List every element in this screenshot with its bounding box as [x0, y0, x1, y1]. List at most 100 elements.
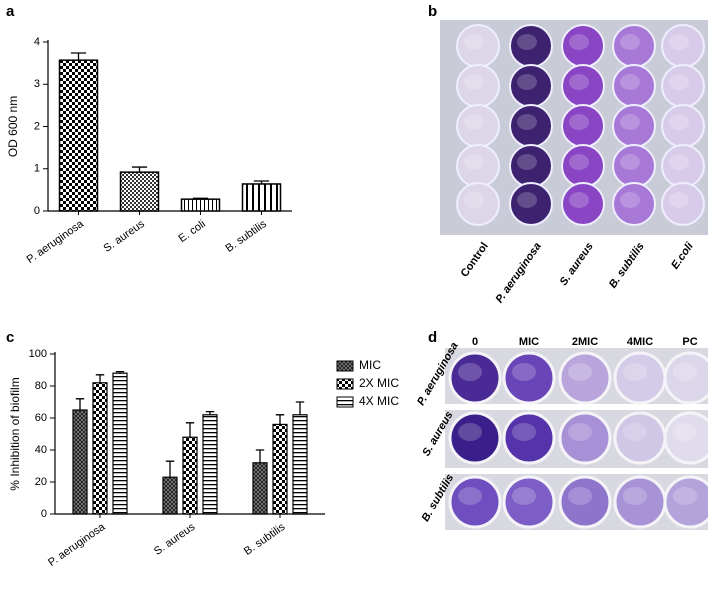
well-highlight — [517, 114, 537, 130]
well-highlight — [669, 34, 689, 50]
well — [502, 411, 556, 465]
photo-label: Control — [459, 241, 491, 280]
well-highlight — [464, 74, 484, 90]
well-highlight — [517, 154, 537, 170]
error-bar — [75, 398, 85, 410]
well-highlight — [669, 154, 689, 170]
well-highlight — [569, 74, 589, 90]
well-highlight — [620, 74, 640, 90]
photo-label: P. aeruginosa — [493, 241, 543, 306]
well-highlight — [673, 423, 697, 441]
legend-label: 4X MIC — [359, 394, 399, 408]
well-highlight — [669, 192, 689, 208]
well-highlight — [464, 114, 484, 130]
well — [561, 182, 605, 226]
well-highlight — [569, 154, 589, 170]
bar — [252, 462, 268, 515]
legend-label: MIC — [359, 358, 381, 372]
error-bar — [185, 422, 195, 438]
well-highlight — [569, 114, 589, 130]
legend-swatch — [336, 396, 354, 408]
well-highlight — [568, 363, 592, 381]
y-axis-label: % Inhibition of biofilm — [8, 377, 22, 490]
well-highlight — [464, 34, 484, 50]
panel-letter: c — [6, 329, 14, 346]
well — [663, 475, 708, 529]
error-bar — [295, 401, 305, 415]
photo-label: B. subtilis — [607, 241, 647, 291]
well — [448, 351, 502, 405]
well-highlight — [568, 423, 592, 441]
photo-column-label: PC — [682, 336, 697, 348]
well-highlight — [517, 74, 537, 90]
y-axis-label: OD 600 nm — [6, 96, 20, 157]
bar — [92, 382, 108, 515]
well — [502, 351, 556, 405]
photo-label: S. aureus — [558, 241, 596, 288]
error-bar — [95, 374, 105, 383]
well-highlight — [512, 363, 536, 381]
x-tick-label: B. subtilis — [223, 218, 269, 255]
y-tick-label: 0 — [34, 205, 40, 217]
well-highlight — [512, 487, 536, 505]
well-highlight — [669, 114, 689, 130]
legend-label: 2X MIC — [359, 376, 399, 390]
well-highlight — [669, 74, 689, 90]
bar — [119, 171, 160, 212]
x-tick-label: B. subtilis — [242, 521, 288, 558]
bar — [182, 436, 198, 515]
well — [448, 475, 502, 529]
well — [663, 411, 708, 465]
bar — [241, 183, 282, 212]
well — [558, 475, 612, 529]
bar — [180, 198, 221, 212]
legend-swatch — [336, 378, 354, 390]
error-bar — [70, 52, 87, 61]
error-bar — [255, 449, 265, 463]
bar — [202, 414, 218, 515]
x-tick-label: E. coli — [176, 218, 207, 245]
y-tick-label: 2 — [34, 120, 40, 132]
well-highlight — [512, 423, 536, 441]
bar — [112, 372, 128, 515]
well — [448, 411, 502, 465]
x-tick-label: P. aeruginosa — [25, 218, 87, 266]
bar — [58, 59, 99, 212]
well — [558, 351, 612, 405]
well — [558, 411, 612, 465]
photo-column-label: 0 — [472, 336, 478, 348]
well-highlight — [623, 363, 647, 381]
y-tick-label: 3 — [34, 78, 40, 90]
well-highlight — [517, 192, 537, 208]
well-highlight — [458, 363, 482, 381]
x-tick-label: S. aureus — [101, 218, 147, 255]
panel-letter: b — [428, 3, 437, 20]
y-tick-label: 20 — [35, 476, 47, 488]
bar — [72, 409, 88, 515]
y-tick-label: 40 — [35, 444, 47, 456]
bar — [272, 423, 288, 515]
well-highlight — [620, 192, 640, 208]
well-highlight — [568, 487, 592, 505]
well — [509, 182, 553, 226]
y-tick-label: 1 — [34, 163, 40, 175]
strip-gap — [445, 404, 708, 410]
well-highlight — [458, 423, 482, 441]
well-highlight — [464, 154, 484, 170]
well-highlight — [517, 34, 537, 50]
y-tick-label: 80 — [35, 380, 47, 392]
well-highlight — [458, 487, 482, 505]
y-tick-label: 100 — [29, 348, 47, 360]
bar — [162, 476, 178, 515]
y-tick-label: 4 — [34, 36, 40, 48]
error-bar — [165, 460, 175, 478]
photo-column-label: 4MIC — [627, 336, 653, 348]
y-tick-label: 60 — [35, 412, 47, 424]
well-highlight — [569, 192, 589, 208]
well-highlight — [569, 34, 589, 50]
legend-swatch — [336, 360, 354, 372]
bar — [292, 414, 308, 515]
well — [502, 475, 556, 529]
photo-label: E.coli — [669, 240, 696, 272]
